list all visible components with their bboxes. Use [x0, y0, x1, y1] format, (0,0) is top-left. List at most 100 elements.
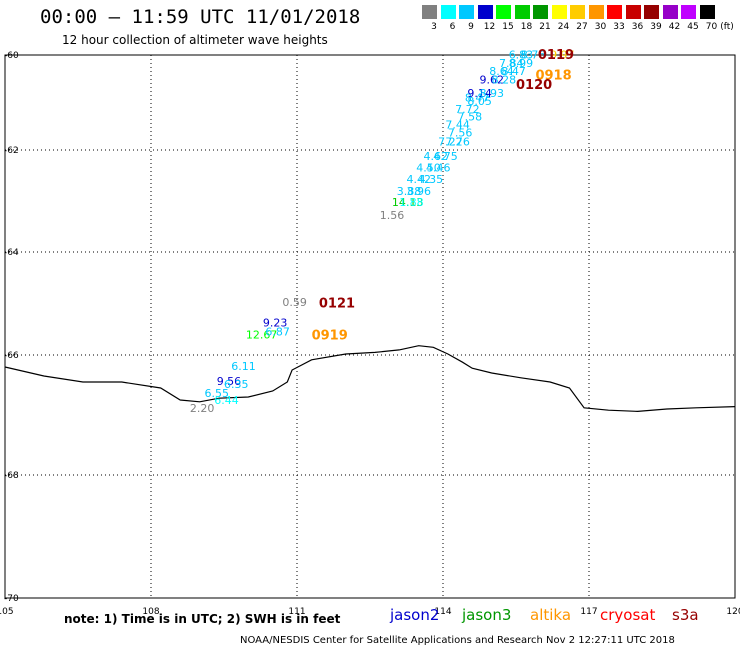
wave-height-value: 12.67	[246, 329, 278, 342]
wave-height-value: 7.84	[499, 57, 524, 70]
wave-height-value: 3.88	[397, 185, 422, 198]
legend-tick-label: 39	[650, 22, 662, 32]
legend-tick-label: 12	[483, 22, 496, 32]
latitude-tick-label: -68	[4, 471, 19, 481]
wave-height-value: 1.56	[380, 209, 405, 222]
legend-tick-label: 36	[631, 22, 644, 32]
satellite-legend-cryosat: cryosat	[600, 606, 656, 624]
longitude-tick-label: 120	[726, 607, 740, 617]
wave-height-value: 14.13	[392, 196, 424, 209]
legend-tick-label: 24	[557, 22, 570, 32]
legend-tick-label: 21	[539, 22, 551, 32]
latitude-tick-label: -60	[4, 51, 19, 61]
wave-height-value: 8.99	[509, 57, 534, 70]
footer-note: note: 1) Time is in UTC; 2) SWH is in fe…	[64, 612, 341, 626]
legend-unit-label: (ft)	[720, 22, 734, 32]
wave-height-value: 7.44	[445, 119, 470, 132]
legend-tick-label: 42	[668, 22, 681, 32]
satellite-legend-s3a: s3a	[672, 606, 699, 624]
pass-time-label: 0918	[535, 69, 571, 84]
legend-swatch	[570, 5, 585, 19]
legend-tick-label: 45	[687, 22, 699, 32]
legend-swatch	[533, 5, 548, 19]
legend-swatch	[514, 5, 530, 19]
wave-height-value: 4.50	[416, 161, 441, 174]
latitude-tick-label: -62	[4, 146, 19, 156]
satellite-legend-jason2: jason2	[390, 606, 440, 624]
wave-height-value: 4.62	[424, 150, 449, 163]
longitude-tick-label: 108	[142, 607, 159, 617]
wave-height-value: 6.11	[231, 360, 256, 373]
latitude-tick-label: -70	[4, 594, 19, 604]
wave-height-value: 9.62	[480, 74, 505, 87]
wave-height-value: 4.42	[407, 173, 432, 186]
wave-height-value: 7.72	[455, 103, 480, 116]
page-title: 00:00 – 11:59 UTC 11/01/2018	[40, 6, 361, 28]
latitude-tick-label: -64	[4, 248, 19, 258]
legend-swatch	[607, 5, 622, 19]
longitude-tick-label: 111	[288, 607, 305, 617]
wave-height-value: 4.75	[433, 150, 458, 163]
legend-swatch	[625, 5, 641, 19]
legend-tick-label: 15	[502, 22, 514, 32]
wave-height-value: 4.46	[426, 161, 451, 174]
wave-height-value: 6.83	[509, 48, 534, 61]
credit-line: NOAA/NESDIS Center for Satellite Applica…	[240, 635, 675, 646]
legend-tick-label: 9	[468, 22, 474, 32]
wave-height-value: 8.47	[465, 92, 490, 105]
legend-tick-label: 70	[705, 22, 718, 32]
color-legend: 3 6 9 12 15 18 21 24 27 30 33 36 39 42 45 70 (ft)	[422, 5, 734, 35]
longitude-tick-label: 114	[434, 607, 451, 617]
pass-time-label: 0121	[319, 297, 355, 312]
legend-swatch	[422, 5, 437, 19]
wave-height-value: 1.88	[399, 196, 424, 209]
legend-tick-label: 30	[594, 22, 607, 32]
map-frame	[4, 54, 736, 599]
satellite-legend-altika: altika	[530, 606, 572, 624]
wave-height-value: 4.35	[419, 173, 444, 186]
legend-swatch	[459, 5, 474, 19]
wave-height-value: 9.14	[467, 87, 492, 100]
pass-time-label: 0120	[516, 78, 552, 93]
wave-height-value: 9.23	[263, 317, 288, 330]
longitude-tick-label: 105	[0, 607, 14, 617]
wave-height-value: 9.56	[217, 375, 242, 388]
pass-time-label: 0119	[538, 48, 574, 63]
wave-height-value: 6.35	[224, 378, 249, 391]
legend-swatch	[551, 5, 567, 19]
page-subtitle: 12 hour collection of altimeter wave hei…	[62, 33, 328, 47]
pass-time-label: 0919	[312, 329, 348, 344]
wave-height-value: 7.56	[448, 127, 473, 140]
wave-height-value: 7.58	[458, 111, 483, 124]
wave-height-value: 7.22	[438, 135, 463, 148]
legend-swatch	[662, 5, 678, 19]
legend-swatch	[644, 5, 659, 19]
wave-height-value: 8.47	[501, 65, 526, 78]
wave-height-value: 8.64	[489, 65, 514, 78]
wave-height-value: 6.55	[205, 387, 230, 400]
legend-tick-label: 6	[449, 22, 456, 32]
satellite-legend-jason3: jason3	[462, 606, 512, 624]
legend-swatch	[681, 5, 696, 19]
legend-swatch	[588, 5, 604, 19]
wave-height-value: 8.93	[480, 87, 505, 100]
wave-height-value: 8.76	[521, 48, 546, 61]
legend-tick-label: 33	[613, 22, 625, 32]
legend-tick-label: 27	[576, 22, 588, 32]
wave-height-value: 6.44	[214, 394, 239, 407]
wave-height-value: 8.28	[492, 74, 516, 87]
wave-height-value: 3.96	[407, 185, 432, 198]
legend-tick-label: 3	[431, 22, 437, 32]
legend-swatch	[699, 5, 715, 19]
wave-height-value: 9.97	[550, 48, 575, 61]
legend-tick-label: 18	[520, 22, 533, 32]
wave-height-value: 7.76	[445, 135, 470, 148]
latitude-tick-label: -66	[4, 351, 19, 361]
wave-height-value: 2.20	[190, 402, 215, 415]
coastline	[4, 345, 736, 413]
legend-swatch	[496, 5, 511, 19]
wave-height-value: 0.59	[282, 296, 307, 309]
longitude-tick-label: 117	[580, 607, 597, 617]
